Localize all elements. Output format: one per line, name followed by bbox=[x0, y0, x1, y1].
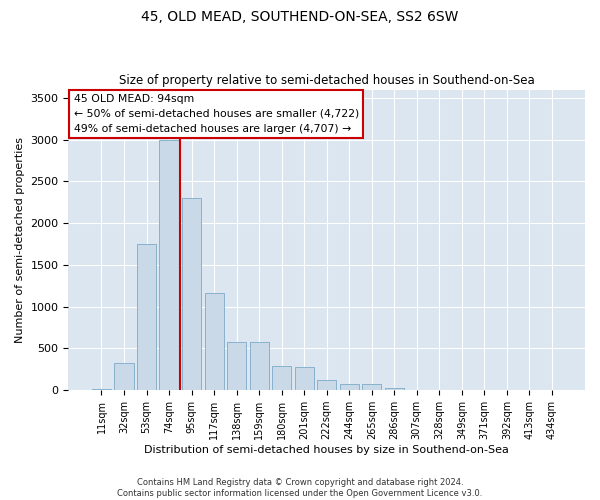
Bar bbox=[205, 294, 224, 390]
Bar bbox=[272, 366, 291, 390]
Bar bbox=[250, 342, 269, 390]
Bar bbox=[295, 368, 314, 390]
Text: 45 OLD MEAD: 94sqm
← 50% of semi-detached houses are smaller (4,722)
49% of semi: 45 OLD MEAD: 94sqm ← 50% of semi-detache… bbox=[74, 94, 359, 134]
Y-axis label: Number of semi-detached properties: Number of semi-detached properties bbox=[15, 137, 25, 343]
Bar bbox=[317, 380, 336, 390]
Text: Contains HM Land Registry data © Crown copyright and database right 2024.
Contai: Contains HM Land Registry data © Crown c… bbox=[118, 478, 482, 498]
Bar bbox=[227, 342, 246, 390]
Text: 45, OLD MEAD, SOUTHEND-ON-SEA, SS2 6SW: 45, OLD MEAD, SOUTHEND-ON-SEA, SS2 6SW bbox=[142, 10, 458, 24]
X-axis label: Distribution of semi-detached houses by size in Southend-on-Sea: Distribution of semi-detached houses by … bbox=[144, 445, 509, 455]
Bar bbox=[92, 389, 111, 390]
Bar bbox=[362, 384, 382, 390]
Bar bbox=[340, 384, 359, 390]
Bar bbox=[182, 198, 201, 390]
Title: Size of property relative to semi-detached houses in Southend-on-Sea: Size of property relative to semi-detach… bbox=[119, 74, 535, 87]
Bar bbox=[137, 244, 156, 390]
Bar bbox=[160, 140, 179, 390]
Bar bbox=[385, 388, 404, 390]
Bar bbox=[115, 363, 134, 390]
